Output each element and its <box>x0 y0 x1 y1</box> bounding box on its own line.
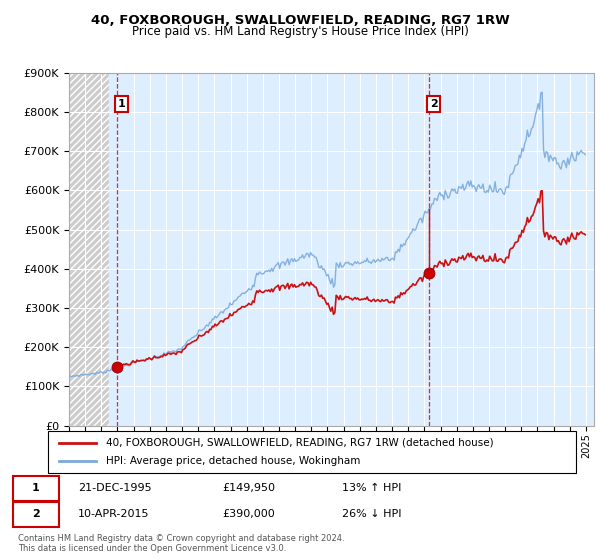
Text: 26% ↓ HPI: 26% ↓ HPI <box>342 509 401 519</box>
Text: 2: 2 <box>32 509 40 519</box>
Text: HPI: Average price, detached house, Wokingham: HPI: Average price, detached house, Woki… <box>106 456 361 466</box>
Text: Contains HM Land Registry data © Crown copyright and database right 2024.
This d: Contains HM Land Registry data © Crown c… <box>18 534 344 553</box>
Text: Price paid vs. HM Land Registry's House Price Index (HPI): Price paid vs. HM Land Registry's House … <box>131 25 469 38</box>
Text: 40, FOXBOROUGH, SWALLOWFIELD, READING, RG7 1RW (detached house): 40, FOXBOROUGH, SWALLOWFIELD, READING, R… <box>106 438 494 448</box>
Text: 2: 2 <box>430 99 437 109</box>
Text: 13% ↑ HPI: 13% ↑ HPI <box>342 483 401 493</box>
Text: 21-DEC-1995: 21-DEC-1995 <box>78 483 152 493</box>
Text: £390,000: £390,000 <box>222 509 275 519</box>
FancyBboxPatch shape <box>48 431 576 473</box>
FancyBboxPatch shape <box>13 502 59 526</box>
FancyBboxPatch shape <box>13 476 59 501</box>
Text: 1: 1 <box>118 99 125 109</box>
Text: 10-APR-2015: 10-APR-2015 <box>78 509 149 519</box>
Text: 1: 1 <box>32 483 40 493</box>
Text: £149,950: £149,950 <box>222 483 275 493</box>
Text: 40, FOXBOROUGH, SWALLOWFIELD, READING, RG7 1RW: 40, FOXBOROUGH, SWALLOWFIELD, READING, R… <box>91 14 509 27</box>
